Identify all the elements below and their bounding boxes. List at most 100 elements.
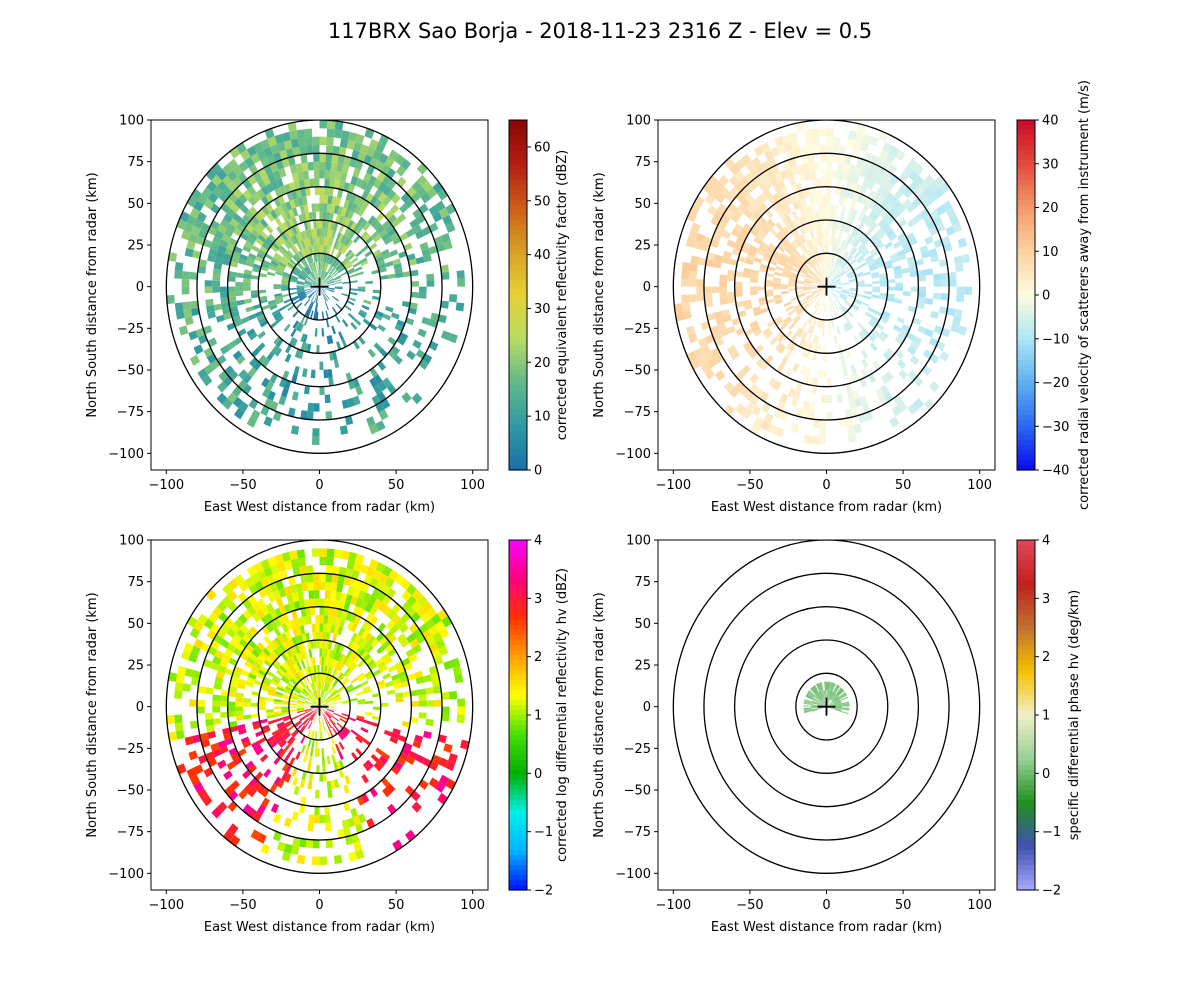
echo-cell (319, 120, 328, 129)
echo-cell (291, 271, 300, 277)
echo-cell (227, 800, 238, 812)
echo-cell (329, 229, 334, 239)
echo-cell (405, 648, 416, 658)
echo-cell (441, 330, 451, 341)
echo-cell (350, 663, 358, 672)
echo-cell (252, 360, 262, 371)
echo-cell (338, 267, 346, 274)
colorbar-step (1017, 650, 1035, 656)
echo-cell (721, 229, 731, 240)
echo-cell (389, 204, 400, 215)
colorbar-step (509, 620, 527, 626)
echo-cell (820, 281, 827, 287)
echo-cell (348, 296, 356, 302)
echo-cell (327, 675, 332, 684)
echo-cell (391, 673, 400, 681)
echo-cell (747, 249, 757, 257)
echo-cell (350, 641, 358, 651)
echo-cell (894, 349, 904, 360)
colorbar-step (509, 160, 527, 166)
colorbar-step (1017, 710, 1035, 716)
colorbar-tick-label: −1 (534, 825, 553, 840)
echo-cell (828, 236, 832, 246)
radar-site-marker (817, 697, 836, 716)
echo-cell (320, 681, 322, 691)
echo-cell (749, 349, 759, 360)
colorbar-tick-label: 10 (1042, 245, 1059, 260)
echo-cell (324, 274, 331, 281)
echo-cell (859, 395, 868, 406)
echo-cell (774, 297, 783, 302)
echo-cell (305, 685, 312, 694)
echo-cell (283, 271, 291, 277)
echo-cell (252, 192, 261, 203)
echo-cell (333, 651, 339, 660)
echo-cell (298, 634, 304, 644)
echo-cell (426, 700, 435, 707)
echo-cell (400, 578, 412, 591)
y-tick-label: −100 (108, 867, 144, 882)
echo-cell (197, 754, 208, 765)
echo-cell (292, 244, 299, 253)
echo-field (166, 548, 470, 865)
echo-cell (418, 694, 427, 701)
echo-cell (262, 175, 271, 186)
echo-cell (300, 715, 308, 722)
echo-cell (315, 303, 318, 312)
echo-cell (325, 632, 331, 641)
echo-cell (343, 602, 351, 612)
echo-cell (319, 170, 326, 179)
echo-cell (322, 211, 327, 221)
echo-cell (376, 679, 386, 687)
echo-cell (319, 220, 323, 229)
echo-cell (816, 237, 821, 246)
echo-cell (346, 685, 354, 692)
colorbar-step (509, 665, 527, 671)
echo-cell (228, 685, 238, 693)
echo-cell (825, 681, 827, 691)
echo-cell (290, 694, 299, 699)
echo-cell (256, 252, 265, 260)
echo-cell (312, 271, 317, 280)
echo-cell (328, 728, 334, 738)
echo-cell (847, 207, 854, 217)
echo-cell (347, 210, 355, 220)
echo-cell (826, 286, 834, 292)
echo-cell (296, 242, 303, 251)
echo-cell (296, 286, 305, 288)
echo-cell (249, 206, 259, 216)
echo-cell (222, 258, 231, 266)
echo-cell (289, 696, 298, 701)
echo-cell (319, 690, 321, 699)
echo-cell (309, 747, 314, 757)
echo-cell (347, 219, 354, 229)
echo-cell (849, 289, 857, 292)
echo-cell (235, 711, 244, 717)
echo-cell (796, 258, 804, 266)
echo-cell (302, 334, 308, 344)
echo-cell (347, 253, 356, 261)
echo-cell (306, 265, 312, 273)
echo-cell (312, 262, 316, 271)
echo-cell (730, 213, 740, 224)
echo-cell (378, 267, 387, 273)
echo-cell (833, 301, 838, 309)
colorbar-tick-label: 10 (534, 410, 551, 425)
echo-cell (258, 354, 267, 365)
echo-cell (226, 643, 236, 653)
echo-cell (409, 638, 419, 649)
echo-cell (713, 260, 722, 269)
echo-cell (308, 694, 315, 701)
echo-cell (811, 435, 820, 445)
echo-cell (840, 292, 848, 297)
echo-cell (293, 198, 300, 208)
echo-cell (792, 148, 802, 158)
colorbar-step (1017, 435, 1035, 441)
echo-cell (339, 730, 347, 738)
echo-cell (264, 128, 275, 139)
echo-cell (329, 256, 335, 266)
echo-cell (923, 174, 935, 187)
echo-cell (319, 282, 327, 287)
echo-cell (437, 188, 448, 201)
echo-cell (339, 718, 347, 724)
